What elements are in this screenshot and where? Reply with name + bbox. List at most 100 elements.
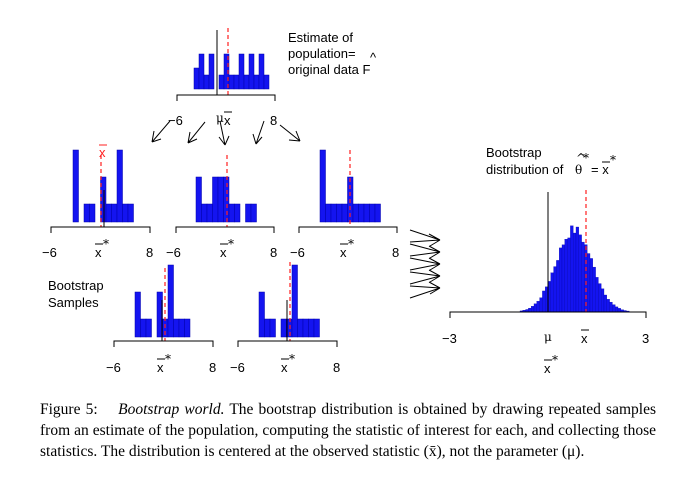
sample1-bars	[73, 150, 134, 222]
boot-dist-xlabel: x	[544, 361, 551, 376]
histogram-bar	[185, 319, 191, 337]
boot-dist-bar	[582, 242, 585, 312]
histogram-bar	[213, 177, 219, 222]
bootstrap-figure: −6 μ x 8 Estimate of population= origina…	[0, 0, 688, 390]
sample5-tick-pos8: 8	[333, 360, 340, 375]
figure-caption: Figure 5: Bootstrap world. The bootstrap…	[40, 399, 656, 462]
boot-dist-label-line2: distribution of	[486, 162, 564, 177]
histogram-bar	[337, 204, 343, 222]
histogram-bar	[204, 75, 209, 89]
histogram-bar	[309, 319, 315, 337]
population-label-line1: Estimate of	[288, 30, 353, 45]
boot-dist-theta-star: *	[583, 151, 589, 165]
histogram-bar	[174, 319, 180, 337]
histogram-bar	[303, 319, 309, 337]
boot-dist-tick-pos3: 3	[642, 331, 649, 346]
boot-dist-bar	[573, 233, 576, 312]
boot-dist-bar	[562, 245, 565, 312]
collection-arrow	[410, 282, 440, 298]
histogram-bar	[112, 204, 118, 222]
sample5-tick-neg6: −6	[230, 360, 245, 375]
histogram-bar	[146, 319, 152, 337]
sample1-x-axis	[51, 227, 150, 233]
histogram-bar	[194, 68, 199, 89]
population-label-line2: population=	[288, 46, 356, 61]
sample4-star: *	[165, 352, 171, 366]
sample-histogram-4: −6 x * 8	[106, 265, 216, 375]
boot-dist-bar	[601, 289, 604, 312]
sample-histogram-1: x −6 x * 8	[42, 145, 153, 260]
population-label-hat: ^	[370, 50, 377, 65]
histogram-bar	[375, 204, 381, 222]
boot-dist-bar	[554, 267, 557, 312]
boot-dist-bar	[537, 301, 540, 312]
histogram-bar	[90, 204, 96, 222]
histogram-bar	[244, 75, 249, 89]
histogram-bar	[270, 319, 276, 337]
collection-arrows	[410, 230, 440, 298]
sample1-tick-xbar: x	[95, 245, 102, 260]
histogram-bar	[259, 54, 264, 89]
histogram-bar	[353, 204, 359, 222]
boot-dist-bar	[596, 277, 599, 312]
histogram-bar	[331, 204, 337, 222]
sample1-tick-neg6: −6	[42, 245, 57, 260]
sample2-bars	[196, 177, 257, 222]
boot-dist-tick-mu: μ	[544, 330, 552, 344]
sample2-tick-xbar: x	[220, 245, 227, 260]
histogram-bar	[135, 292, 141, 337]
sample1-xbar-red: x	[99, 145, 106, 160]
caption-figure-label: Figure 5:	[40, 401, 98, 418]
collection-arrow	[410, 244, 440, 258]
sample4-tick-pos8: 8	[209, 360, 216, 375]
histogram-bar	[326, 204, 332, 222]
histogram-bar	[224, 177, 230, 222]
histogram-bar	[265, 319, 271, 337]
histogram-bar	[219, 75, 224, 89]
histogram-bar	[370, 204, 376, 222]
sample3-tick-xbar: x	[340, 245, 347, 260]
boot-dist-bar	[587, 254, 590, 312]
boot-dist-bar	[604, 295, 607, 312]
boot-dist-bar	[612, 305, 615, 312]
sample3-x-axis	[299, 227, 397, 233]
boot-dist-bar	[531, 306, 534, 312]
histogram-bar	[207, 204, 213, 222]
histogram-bar	[259, 292, 265, 337]
sample3-star: *	[348, 237, 354, 251]
boot-dist-bar	[615, 307, 618, 312]
boot-dist-bar	[556, 260, 559, 312]
histogram-bar	[229, 204, 235, 222]
samples-label-line1: Bootstrap	[48, 278, 104, 293]
histogram-bar	[342, 204, 348, 222]
histogram-bar	[141, 319, 147, 337]
boot-dist-xlabel-star: *	[552, 353, 558, 367]
boot-dist-bar	[534, 304, 537, 312]
samples-label-line2: Samples	[48, 295, 99, 310]
boot-dist-bar	[593, 267, 596, 312]
boot-dist-bar	[570, 226, 573, 312]
histogram-bar	[251, 204, 257, 222]
histogram-bar	[209, 54, 214, 89]
boot-dist-label-line1: Bootstrap	[486, 145, 542, 160]
sample4-tick-xbar: x	[157, 360, 164, 375]
boot-dist-x-axis	[450, 312, 646, 318]
histogram-bar	[292, 265, 298, 337]
histogram-bar	[123, 204, 129, 222]
boot-dist-bar	[528, 308, 531, 312]
histogram-bar	[298, 319, 304, 337]
sample-histogram-2: −6 x * 8	[166, 155, 277, 260]
boot-dist-tick-neg3: −3	[442, 331, 457, 346]
histogram-bar	[196, 177, 202, 222]
histogram-bar	[234, 75, 239, 89]
histogram-bar	[320, 150, 326, 222]
population-label-line3: original data F	[288, 62, 370, 77]
histogram-bar	[229, 75, 234, 89]
histogram-bar	[364, 204, 370, 222]
histogram-bar	[73, 150, 79, 222]
histogram-bar	[128, 204, 134, 222]
histogram-bar	[218, 177, 224, 222]
boot-dist-eq: = x	[591, 162, 609, 177]
boot-dist-bar	[565, 239, 568, 312]
histogram-bar	[281, 319, 287, 337]
